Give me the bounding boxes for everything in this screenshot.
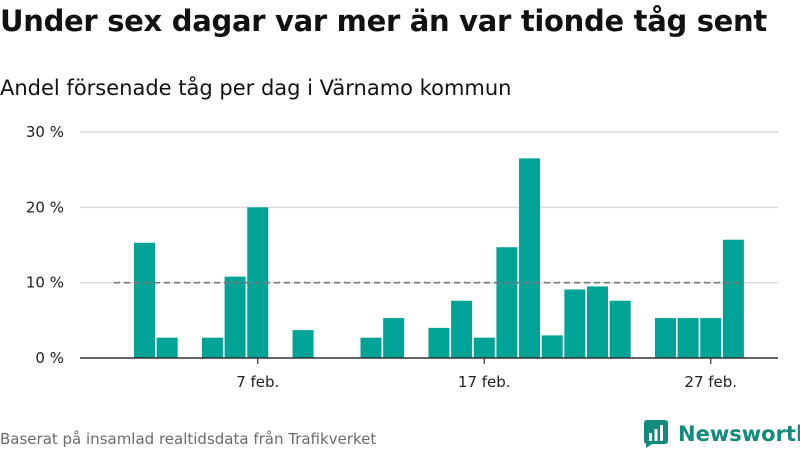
- x-tick-label: 17 feb.: [458, 373, 511, 391]
- bar: [519, 158, 541, 358]
- bar: [496, 247, 518, 358]
- bar: [609, 300, 631, 358]
- x-tick-label: 7 feb.: [236, 373, 279, 391]
- bar: [473, 337, 495, 358]
- bar: [451, 300, 473, 358]
- y-tick-label: 30 %: [26, 123, 64, 141]
- bar: [654, 318, 676, 358]
- brand: Newsworthy: [644, 420, 800, 448]
- bar: [292, 330, 314, 358]
- bar: [360, 337, 382, 358]
- bar: [428, 327, 450, 358]
- y-axis-labels: 0 % 10 % 20 % 30 %: [26, 123, 64, 367]
- y-tick-label: 0 %: [35, 349, 64, 367]
- bar: [677, 318, 699, 358]
- bar: [383, 318, 405, 358]
- bar: [564, 289, 586, 358]
- gridlines: [80, 131, 778, 284]
- y-tick-label: 20 %: [26, 198, 64, 216]
- bars: [134, 158, 744, 358]
- chart-title: Under sex dagar var mer än var tionde tå…: [0, 4, 767, 38]
- brand-name: Newsworthy: [678, 422, 800, 446]
- source-note: Baserat på insamlad realtidsdata från Tr…: [0, 430, 377, 448]
- y-tick-label: 10 %: [26, 274, 64, 292]
- bar: [722, 239, 744, 358]
- bar: [156, 337, 178, 358]
- bar: [587, 286, 608, 358]
- bar-chart: 0 % 10 % 20 % 30 % 7 feb. 17 feb. 27 feb.: [26, 123, 778, 391]
- x-axis: 7 feb. 17 feb. 27 feb.: [80, 357, 778, 391]
- bar: [201, 337, 223, 358]
- bar-chart-icon: [644, 420, 668, 448]
- bar: [224, 276, 246, 358]
- x-tick-label: 27 feb.: [684, 373, 737, 391]
- chart-subtitle: Andel försenade tåg per dag i Värnamo ko…: [0, 76, 512, 100]
- bar: [134, 242, 155, 358]
- bar: [541, 335, 563, 358]
- bar: [700, 318, 722, 358]
